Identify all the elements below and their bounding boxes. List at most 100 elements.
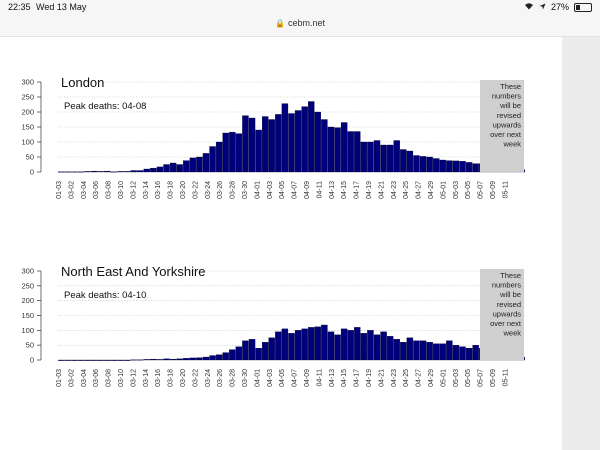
x-tick-label: 05-07 — [478, 369, 485, 387]
x-tick-label: 03-14 — [143, 369, 150, 387]
bar — [360, 333, 368, 361]
bar — [202, 356, 210, 361]
x-tick-label: 01-03 — [56, 181, 63, 199]
bar — [229, 349, 236, 361]
bar — [176, 358, 183, 361]
lock-icon: 🔒 — [275, 19, 285, 28]
x-tick-label: 05-05 — [465, 369, 472, 387]
x-tick-label: 01-03 — [56, 369, 63, 387]
bar — [196, 156, 203, 173]
x-tick-label: 04-05 — [279, 369, 286, 387]
bar — [183, 358, 190, 361]
bar — [71, 171, 78, 173]
bar — [262, 342, 269, 361]
bar — [215, 354, 223, 361]
y-tick-label: 250 — [21, 93, 34, 102]
bar — [373, 140, 381, 173]
x-tick-label: 03-26 — [217, 369, 224, 387]
revision-note-line: over next — [490, 319, 522, 328]
x-tick-label: 04-07 — [292, 181, 299, 199]
bar — [314, 111, 321, 173]
bar — [255, 129, 262, 173]
x-tick-label: 04-01 — [254, 181, 261, 199]
x-tick-label: 04-13 — [329, 369, 336, 387]
bar — [465, 162, 473, 173]
bar — [334, 127, 341, 173]
revision-note-line: upwards — [493, 120, 522, 129]
bar — [104, 170, 111, 173]
bar — [439, 159, 446, 173]
x-tick-label: 03-20 — [180, 181, 187, 199]
x-tick-label: 04-09 — [304, 181, 311, 199]
bar — [288, 113, 295, 173]
bar — [386, 144, 394, 173]
address-bar[interactable]: 🔒 cebm.net — [0, 14, 600, 37]
bar — [235, 133, 243, 173]
bar — [373, 334, 381, 361]
bar — [321, 119, 328, 173]
bar — [380, 331, 387, 361]
y-tick-label: 100 — [21, 326, 34, 335]
bar — [77, 359, 85, 361]
bar — [163, 358, 170, 361]
bar — [156, 359, 164, 361]
y-tick-label: 150 — [21, 123, 34, 132]
bar — [360, 141, 368, 173]
revision-note-line: numbers — [492, 281, 521, 290]
y-tick-label: 300 — [21, 78, 34, 87]
bar — [281, 103, 289, 173]
y-tick-label: 0 — [30, 168, 34, 177]
y-tick-label: 250 — [21, 281, 34, 290]
bar — [419, 156, 427, 173]
x-tick-label: 05-03 — [453, 181, 460, 199]
bar — [400, 149, 407, 173]
bar — [340, 328, 348, 361]
bar — [308, 101, 315, 173]
x-tick-label: 03-16 — [155, 181, 162, 199]
bar — [354, 327, 361, 361]
bar — [281, 328, 289, 361]
x-tick-label: 04-25 — [403, 181, 410, 199]
bar — [354, 131, 361, 173]
bar — [406, 337, 414, 361]
x-tick-label: 04-19 — [366, 181, 373, 199]
battery-percent: 27% — [550, 2, 569, 12]
x-tick-label: 04-29 — [428, 181, 435, 199]
bar — [248, 339, 256, 361]
x-tick-label: 04-23 — [391, 369, 398, 387]
bar — [242, 340, 249, 361]
bar — [150, 167, 157, 173]
bar — [413, 155, 420, 173]
x-tick-label: 03-28 — [230, 369, 237, 387]
bar — [452, 160, 460, 173]
bar — [209, 146, 216, 173]
x-tick-label: 03-12 — [130, 181, 137, 199]
bar — [301, 328, 308, 361]
bar — [367, 141, 374, 173]
bar — [130, 170, 137, 173]
x-tick-label: 03-02 — [68, 181, 75, 199]
bar — [58, 359, 65, 361]
x-tick-label: 05-01 — [440, 181, 447, 199]
bar — [459, 161, 466, 173]
y-tick-label: 150 — [21, 311, 34, 320]
bar — [110, 171, 118, 173]
x-tick-label: 04-13 — [329, 181, 336, 199]
bar — [130, 359, 137, 361]
bar — [64, 359, 72, 361]
url-text: cebm.net — [287, 18, 325, 28]
revision-note-box — [480, 80, 524, 172]
status-date: Wed 13 May — [36, 2, 87, 12]
x-tick-label: 03-18 — [168, 369, 175, 387]
x-tick-label: 03-06 — [93, 181, 100, 199]
bar — [433, 343, 440, 361]
x-tick-label: 03-24 — [205, 181, 212, 199]
bar — [288, 333, 295, 361]
x-tick-label: 05-01 — [440, 369, 447, 387]
bar — [222, 352, 229, 361]
bar — [156, 166, 164, 173]
x-tick-label: 04-21 — [378, 181, 385, 199]
y-tick-label: 100 — [21, 138, 34, 147]
peak-deaths-label: Peak deaths: 04-08 — [64, 101, 146, 112]
